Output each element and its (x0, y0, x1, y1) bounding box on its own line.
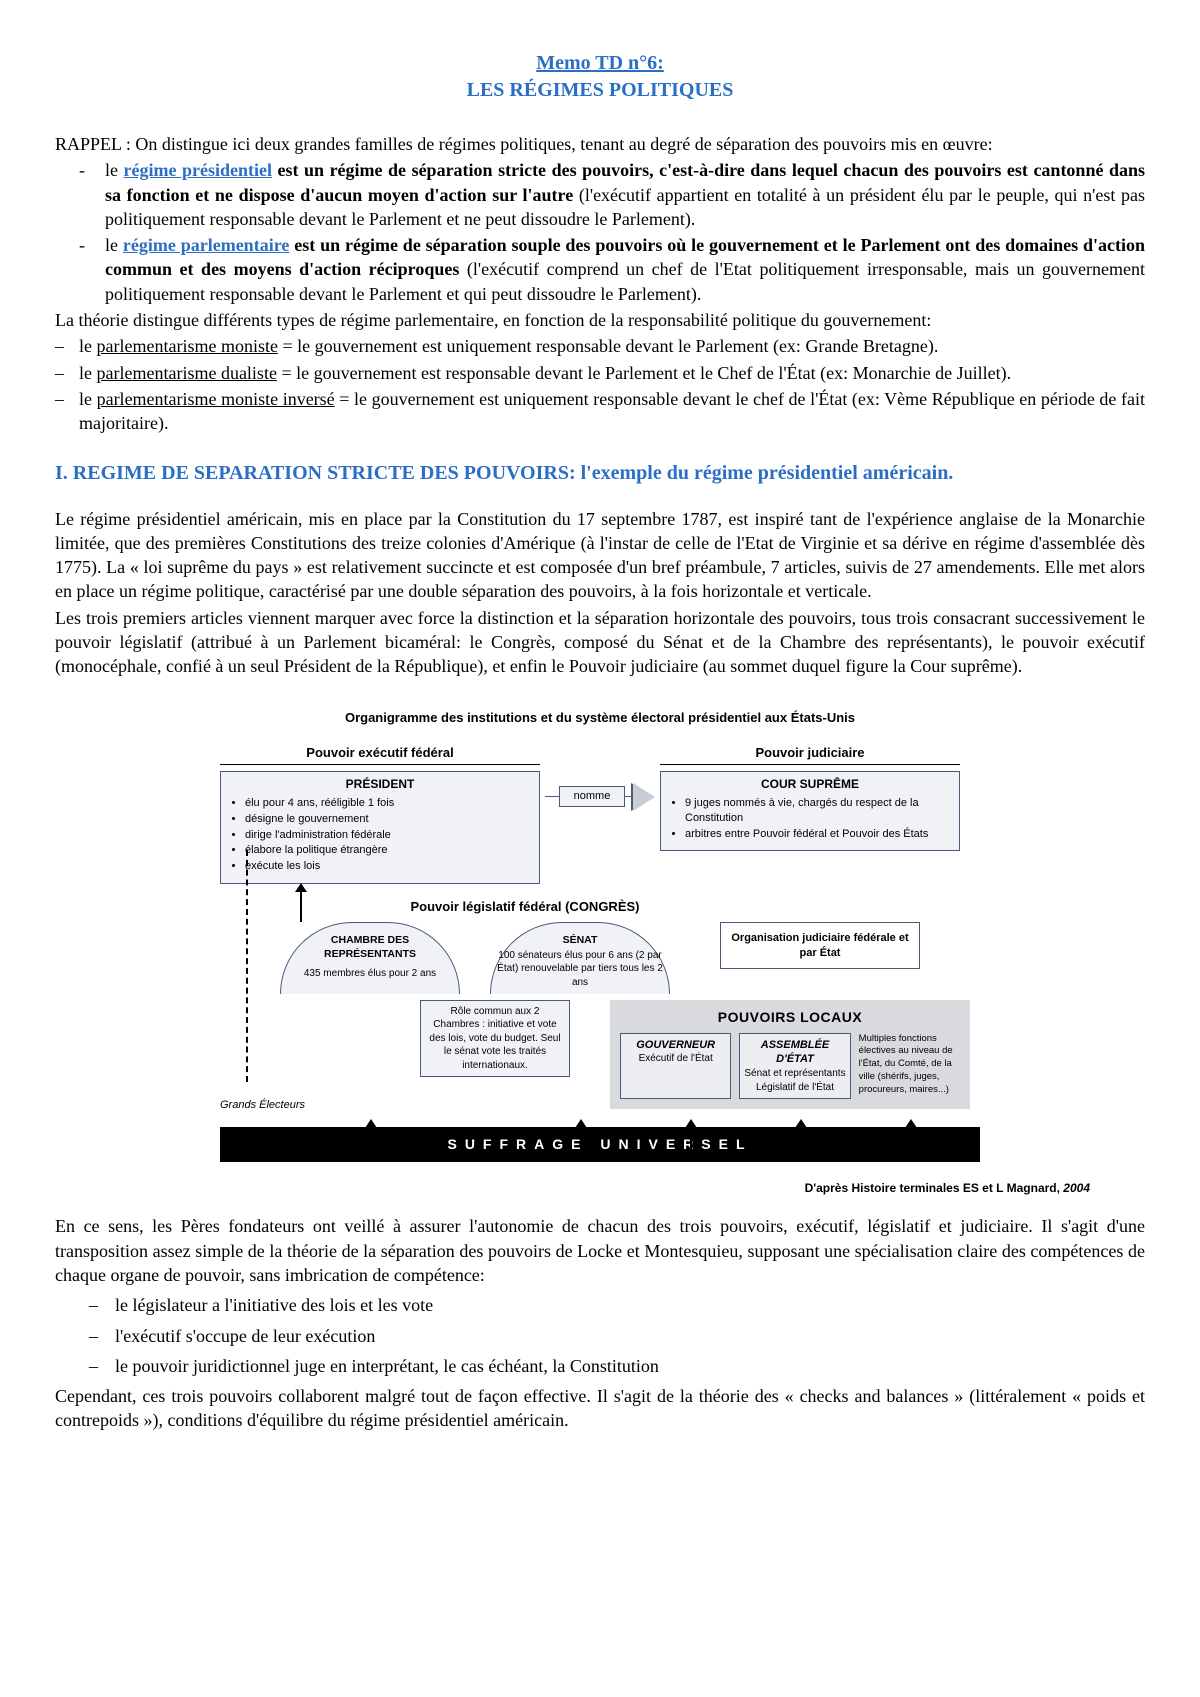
org-judiciaire-box: Organisation judiciaire fédérale et par … (720, 922, 920, 970)
arrow-up-icon (300, 892, 302, 922)
locaux-side-text: Multiples fonctions électives au niveau … (859, 1033, 960, 1100)
exec-heading: Pouvoir exécutif fédéral (220, 744, 540, 765)
president-b5: exécute les lois (245, 859, 531, 874)
rappel-list: le régime présidentiel est un régime de … (55, 158, 1145, 306)
comp-legislateur: le législateur a l'initiative des lois e… (115, 1293, 1145, 1317)
title-line-2: LES RÉGIMES POLITIQUES (55, 77, 1145, 104)
pouvoirs-locaux-box: POUVOIRS LOCAUX GOUVERNEUR Exécutif de l… (610, 1000, 970, 1110)
president-b1: élu pour 4 ans, rééligible 1 fois (245, 796, 531, 811)
president-b2: désigne le gouvernement (245, 812, 531, 827)
cour-b1: 9 juges nommés à vie, chargés du respect… (685, 796, 951, 826)
link-regime-presidentiel: régime présidentiel (124, 160, 272, 180)
president-title: PRÉSIDENT (229, 776, 531, 792)
org-chart-diagram: Organigramme des institutions et du syst… (220, 709, 980, 1163)
conclusion-p1: En ce sens, les Pères fondateurs ont vei… (55, 1214, 1145, 1287)
senat-box: SÉNAT 100 sénateurs élus pour 6 ans (2 p… (490, 922, 670, 994)
jud-heading: Pouvoir judiciaire (660, 744, 960, 765)
competences-list: le législateur a l'initiative des lois e… (55, 1293, 1145, 1378)
locaux-title: POUVOIRS LOCAUX (620, 1008, 960, 1027)
conclusion-p2: Cependant, ces trois pouvoirs collaboren… (55, 1384, 1145, 1433)
role-commun-box: Rôle commun aux 2 Chambres : initiative … (420, 1000, 570, 1078)
arrow-suffrage-2-icon (580, 1128, 582, 1162)
assemblee-etat-box: ASSEMBLÉE D'ÉTAT Sénat et représentants … (739, 1033, 850, 1100)
nomme-label: nomme (559, 786, 626, 807)
senat-sub: 100 sénateurs élus pour 6 ans (2 par Éta… (497, 949, 663, 990)
arrow-suffrage-4-icon (800, 1128, 802, 1162)
cour-title: COUR SUPRÊME (669, 776, 951, 792)
president-b3: dirige l'administration fédérale (245, 828, 531, 843)
gouverneur-box: GOUVERNEUR Exécutif de l'État (620, 1033, 731, 1100)
parl-dualiste: le parlementarisme dualiste = le gouvern… (79, 361, 1145, 385)
rappel-intro: RAPPEL : On distingue ici deux grandes f… (55, 132, 1145, 156)
comp-juridictionnel: le pouvoir juridictionnel juge en interp… (115, 1354, 1145, 1378)
link-regime-parlementaire: régime parlementaire (123, 235, 289, 255)
section-1-heading: I. REGIME DE SEPARATION STRICTE DES POUV… (55, 460, 1145, 487)
title-line-1: Memo TD n°6: (55, 50, 1145, 77)
diagram-source: D'après Histoire terminales ES et L Magn… (55, 1180, 1090, 1196)
document-title: Memo TD n°6: LES RÉGIMES POLITIQUES (55, 50, 1145, 104)
chambre-title: CHAMBRE DES REPRÉSENTANTS (287, 933, 453, 961)
president-b4: élabore la politique étrangère (245, 843, 531, 858)
parlementarisme-list: le parlementarisme moniste = le gouverne… (55, 334, 1145, 435)
parl-moniste: le parlementarisme moniste = le gouverne… (79, 334, 1145, 358)
comp-executif: l'exécutif s'occupe de leur exécution (115, 1324, 1145, 1348)
arrow-suffrage-5-icon (910, 1128, 912, 1162)
diagram-title: Organigramme des institutions et du syst… (220, 709, 980, 727)
cour-supreme-box: COUR SUPRÊME 9 juges nommés à vie, charg… (660, 771, 960, 852)
rappel-item-parlementaire: le régime parlementaire est un régime de… (105, 233, 1145, 306)
cour-b2: arbitres entre Pouvoir fédéral et Pouvoi… (685, 827, 951, 842)
dashed-line-icon (246, 850, 248, 1082)
suffrage-bar: SUFFRAGE UNIVERSEL (220, 1127, 980, 1162)
section-1-p2: Les trois premiers articles viennent mar… (55, 606, 1145, 679)
chambre-box: CHAMBRE DES REPRÉSENTANTS 435 membres él… (280, 922, 460, 994)
parl-moniste-inverse: le parlementarisme moniste inversé = le … (79, 387, 1145, 436)
grands-electeurs-label: Grands Électeurs (220, 1098, 305, 1113)
section-1-p1: Le régime présidentiel américain, mis en… (55, 507, 1145, 604)
theory-intro: La théorie distingue différents types de… (55, 308, 1145, 332)
chambre-sub: 435 membres élus pour 2 ans (287, 967, 453, 981)
president-box: PRÉSIDENT élu pour 4 ans, rééligible 1 f… (220, 771, 540, 884)
senat-title: SÉNAT (497, 933, 663, 947)
arrow-suffrage-1-icon (370, 1128, 372, 1162)
rappel-item-presidentiel: le régime présidentiel est un régime de … (105, 158, 1145, 231)
arrow-nomme-icon (633, 783, 655, 811)
arrow-suffrage-3-icon (690, 1128, 692, 1162)
leg-heading: Pouvoir législatif fédéral (CONGRÈS) (290, 898, 760, 916)
